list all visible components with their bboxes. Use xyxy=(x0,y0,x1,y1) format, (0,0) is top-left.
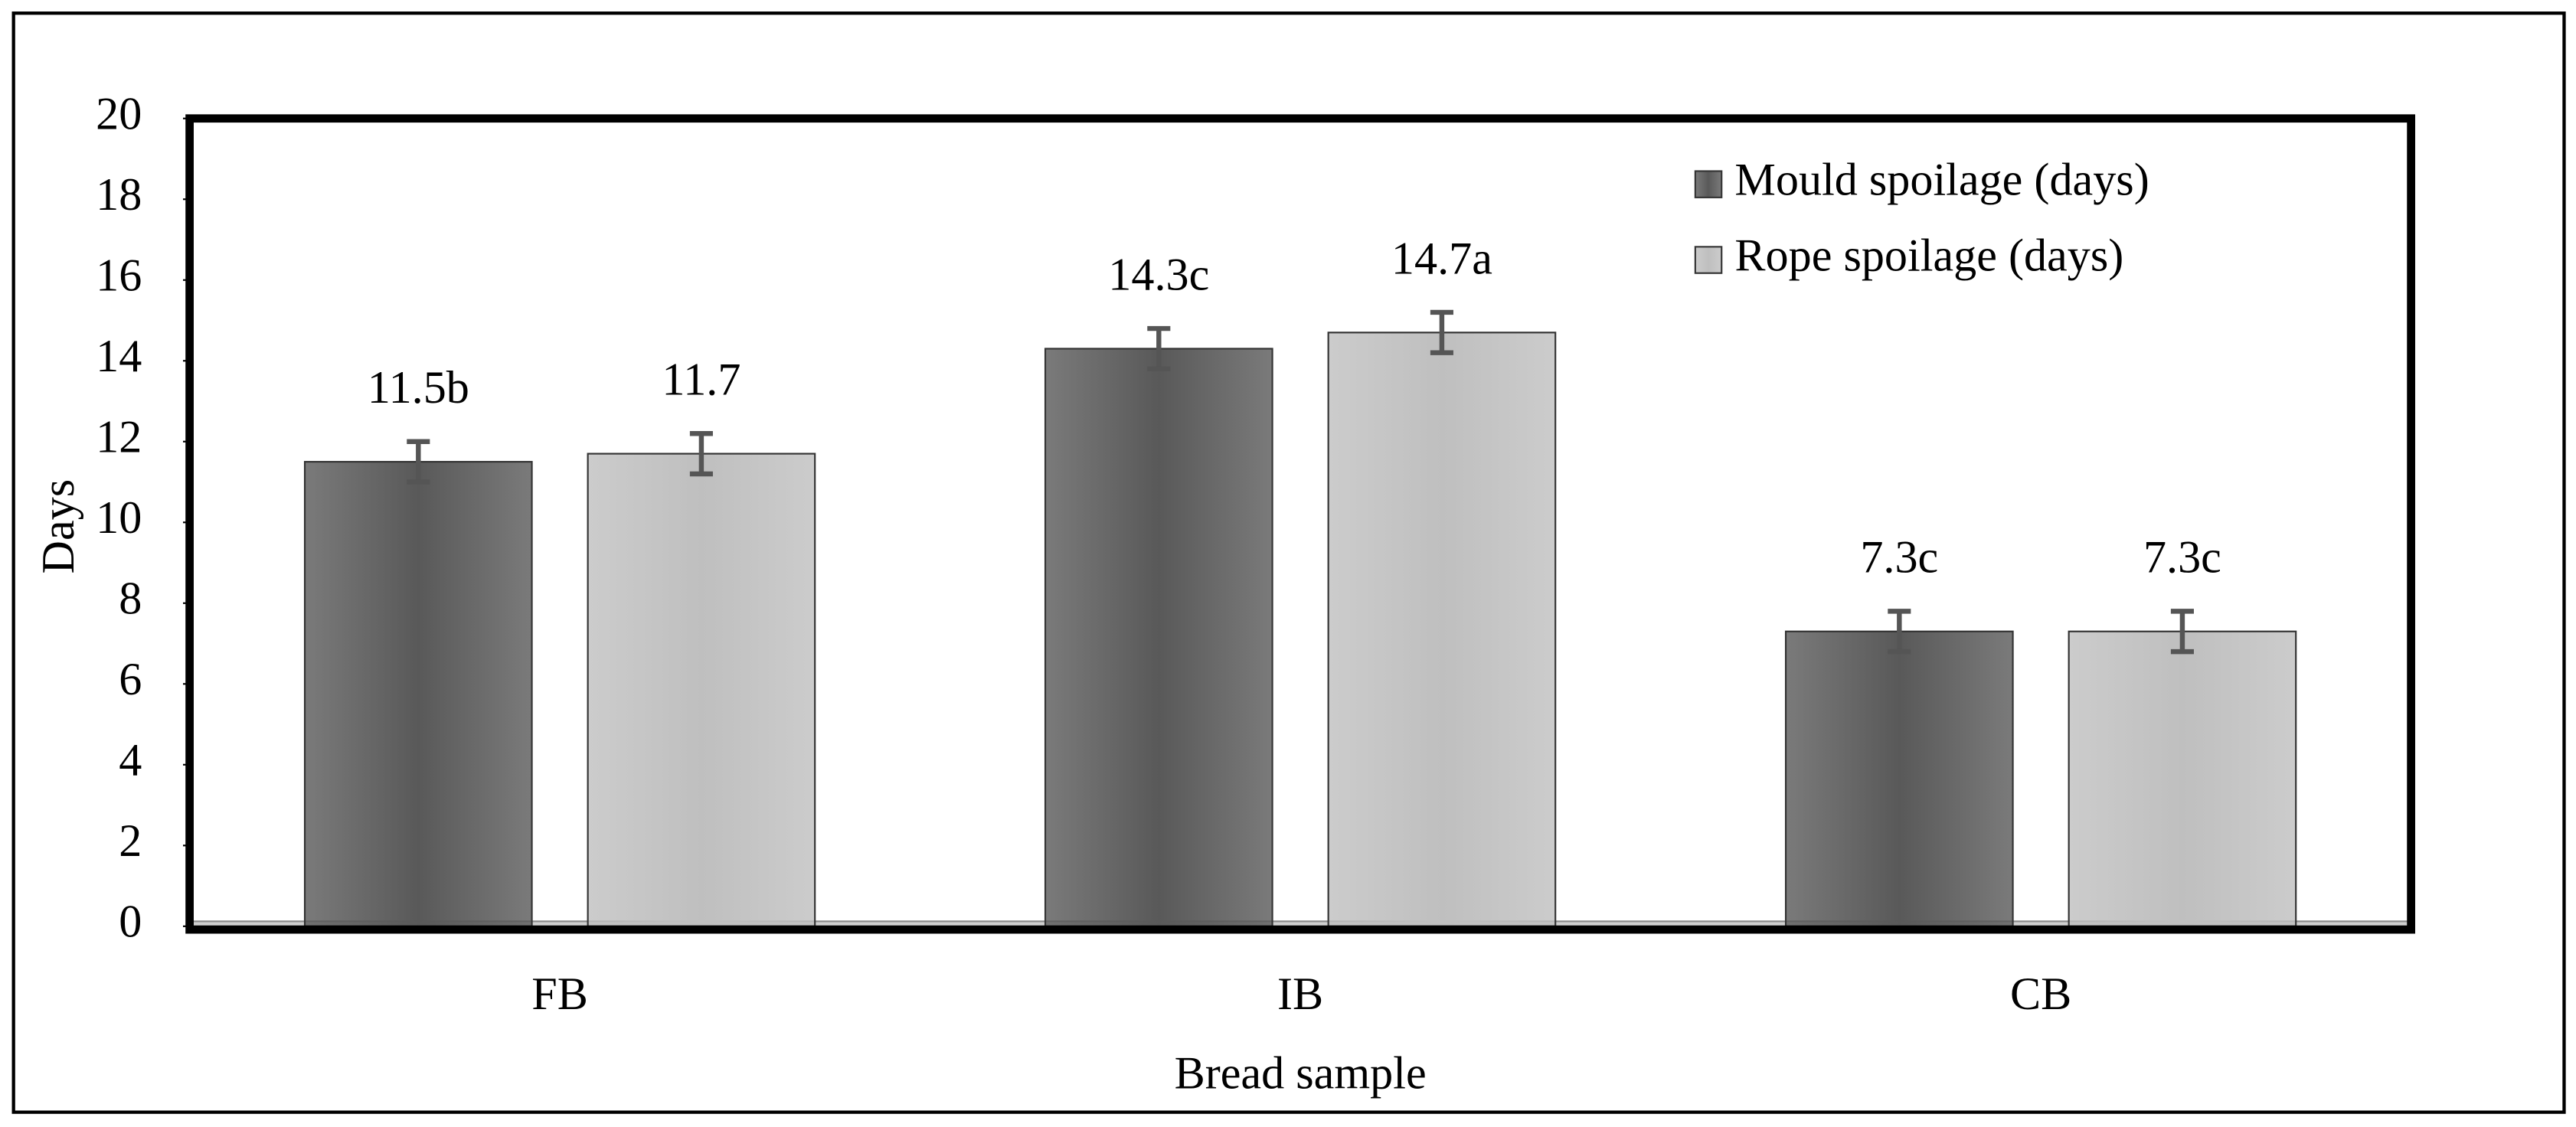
bar xyxy=(587,452,816,927)
bar xyxy=(1044,348,1273,927)
x-tick-label: FB xyxy=(531,969,588,1020)
error-bar xyxy=(1888,609,1911,655)
y-tick-label: 18 xyxy=(96,169,142,220)
x-tick-label: CB xyxy=(2010,969,2071,1020)
bar xyxy=(2068,630,2297,927)
y-tick-label: 10 xyxy=(96,492,142,544)
x-tick-label: IB xyxy=(1277,969,1323,1020)
data-label: 11.7 xyxy=(662,354,740,406)
y-tick-label: 20 xyxy=(96,89,142,140)
legend-label: Rope spoilage (days) xyxy=(1734,230,2123,281)
error-bar xyxy=(1147,325,1171,372)
y-tick-label: 16 xyxy=(96,250,142,302)
error-bar xyxy=(1430,309,1453,355)
y-tick-label: 14 xyxy=(96,331,142,382)
legend-label: Mould spoilage (days) xyxy=(1734,154,2149,205)
data-label: 14.7a xyxy=(1391,233,1492,284)
legend-swatch xyxy=(1694,246,1723,274)
y-axis-title: Days xyxy=(33,479,84,574)
bar xyxy=(1327,332,1557,927)
plot-frame xyxy=(185,114,2416,934)
legend-swatch xyxy=(1694,170,1723,198)
y-tick-label: 8 xyxy=(119,573,142,625)
data-label: 7.3c xyxy=(1860,532,1938,583)
x-axis-title: Bread sample xyxy=(1175,1047,1427,1099)
bar xyxy=(1784,630,2014,927)
error-bar xyxy=(407,439,430,485)
error-bar xyxy=(2170,609,2194,655)
y-tick-label: 0 xyxy=(119,897,142,948)
data-label: 7.3c xyxy=(2143,532,2221,583)
error-bar xyxy=(689,430,713,477)
data-label: 11.5b xyxy=(368,362,469,413)
y-tick-label: 12 xyxy=(96,412,142,463)
data-label: 14.3c xyxy=(1108,249,1209,300)
bar xyxy=(303,461,533,927)
y-tick-label: 4 xyxy=(119,735,142,786)
y-tick-label: 2 xyxy=(119,815,142,867)
y-tick-label: 6 xyxy=(119,654,142,705)
